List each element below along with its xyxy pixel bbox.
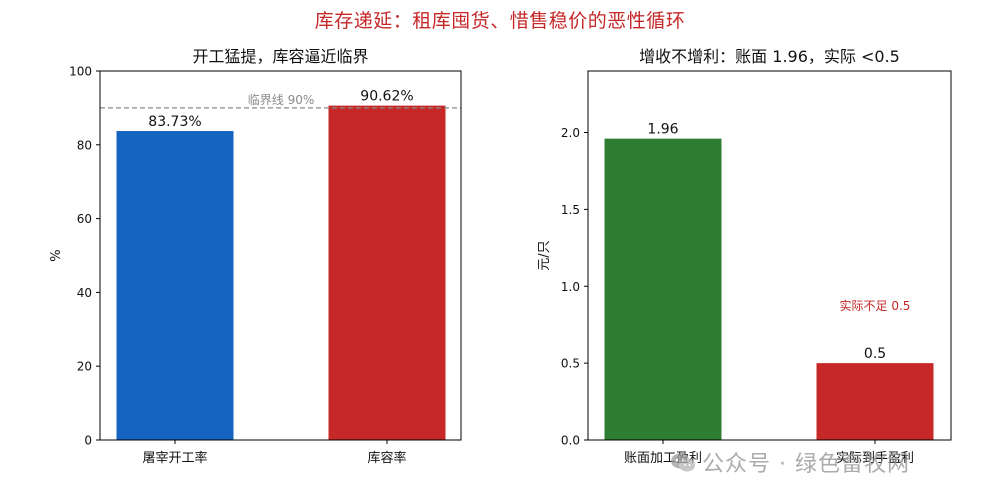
chart1-plot-frame — [99, 70, 462, 441]
chart1-xtick-label-2: 库容率 — [367, 450, 406, 466]
figure-suptitle: 库存递延：租库囤货、惜售稳价的恶性循环 — [314, 10, 686, 32]
chart2-plot-frame — [587, 70, 952, 441]
chart1-ylabel: % — [49, 249, 64, 261]
chart1-ytick-label-6: 100 — [69, 65, 92, 79]
chart2-bar-2 — [816, 363, 934, 440]
watermark: 公众号 · 绿色畜牧网 — [670, 446, 980, 477]
chart1-ytick-label-3: 40 — [77, 286, 92, 300]
chart1-value-label-2: 90.62% — [360, 89, 413, 105]
watermark-text: 公众号 · 绿色畜牧网 — [702, 452, 910, 477]
chart1-ytick-label-5: 80 — [77, 138, 92, 152]
chart2-annotation-1: 实际不足 0.5 — [840, 298, 911, 313]
chart1-ytick-label-2: 20 — [77, 360, 92, 374]
chart1-title: 开工猛提，库容逼近临界 — [192, 47, 368, 66]
chart2-title: 增收不增利：账面 1.96，实际 <0.5 — [639, 47, 900, 66]
chart2-ylabel: 元/只 — [537, 240, 552, 270]
chart2-value-label-2: 0.5 — [864, 346, 886, 362]
chart2-value-label-1: 1.96 — [647, 122, 678, 138]
chart1-xtick-label-1: 屠宰开工率 — [142, 450, 207, 466]
chart2-ytick-label-5: 2.0 — [561, 126, 580, 140]
chart1-bar-2 — [328, 105, 446, 441]
chart2-ytick-label-4: 1.5 — [561, 203, 580, 217]
chart1-ytick-label-4: 60 — [77, 212, 92, 226]
chart2-ytick-label-3: 1.0 — [561, 280, 580, 294]
chart2-ytick-label-1: 0.0 — [561, 434, 580, 448]
chart1-ytick-label-1: 0 — [84, 434, 92, 448]
chart1-bar-1 — [116, 131, 234, 440]
wechat-icon — [670, 452, 696, 474]
chart2-xtick-label-2: 实际到手盈利 — [836, 451, 914, 466]
chart1-value-label-1: 83.73% — [148, 114, 201, 130]
chart2-ytick-label-2: 0.5 — [561, 357, 580, 371]
chart2-bar-1 — [604, 138, 722, 440]
chart1-reference-label: 临界线 90% — [248, 93, 315, 107]
